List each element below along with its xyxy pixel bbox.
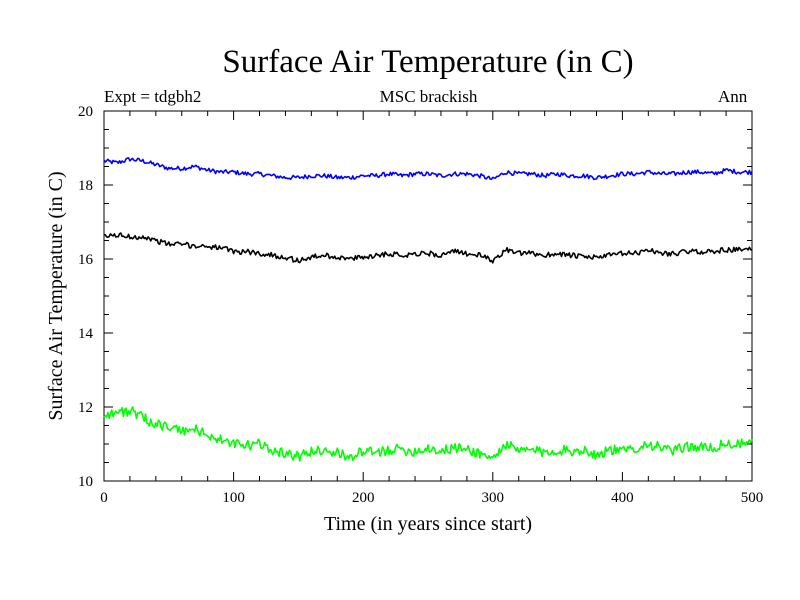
y-axis-label: Surface Air Temperature (in C) [45,171,67,420]
x-tick-label: 500 [741,490,764,506]
run-name-label: MSC brackish [379,87,478,106]
y-tick-label: 10 [78,474,93,490]
y-tick-label: 20 [78,104,93,120]
x-axis-label: Time (in years since start) [324,513,532,535]
season-label: Ann [718,87,748,106]
y-tick-label: 12 [78,400,93,416]
series-line-2 [103,232,753,264]
x-tick-label: 400 [611,490,634,506]
x-tick-label: 100 [222,490,245,506]
series-line-1 [103,157,753,181]
y-tick-label: 14 [78,326,94,342]
x-tick-label: 200 [352,490,375,506]
x-tick-label: 300 [482,490,505,506]
y-tick-label: 16 [78,252,94,268]
plot-frame [103,110,753,482]
y-tick-label: 18 [78,178,93,194]
series-group [103,157,753,462]
experiment-label: Expt = tdgbh2 [104,87,202,106]
series-line-3 [103,406,753,462]
chart-title: Surface Air Temperature (in C) [222,44,634,80]
x-tick-label: 0 [100,490,108,506]
axis-ticks: 0 100 200 300 400 500 10 12 14 16 18 20 [78,104,763,506]
